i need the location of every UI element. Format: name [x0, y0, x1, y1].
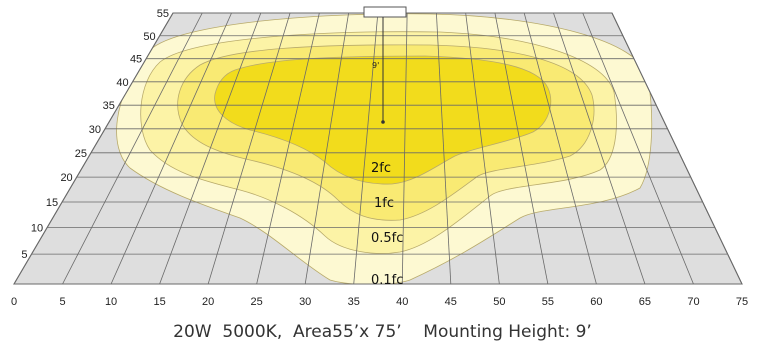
grid-line-x — [110, 13, 232, 284]
floor-outline — [13, 12, 743, 285]
grid-line-x — [436, 13, 452, 284]
grid-line-x — [494, 13, 549, 284]
grid-line-x — [523, 13, 597, 284]
x-tick-label: 0 — [11, 296, 17, 308]
y-tick-label: 35 — [103, 100, 115, 112]
luminaire — [363, 6, 407, 18]
y-tick-label: 40 — [116, 77, 128, 89]
grid-line-x — [582, 13, 694, 284]
y-tick-label: 15 — [46, 197, 58, 209]
grid-line-x — [353, 13, 379, 284]
x-tick-label: 10 — [105, 296, 117, 308]
grid-line-x — [207, 13, 291, 284]
x-tick-label: 25 — [251, 296, 263, 308]
y-tick-label: 20 — [60, 172, 72, 184]
y-tick-label: 45 — [130, 54, 142, 66]
grid-line-x — [62, 13, 203, 284]
x-tick-label: 45 — [445, 296, 457, 308]
contour-label-0.1fc: 0.1fc — [371, 273, 403, 288]
contour-label-0.5fc: 0.5fc — [371, 231, 403, 246]
contour-label-2fc: 2fc — [371, 161, 391, 176]
x-tick-label: 20 — [202, 296, 214, 308]
grid-line-x — [553, 13, 646, 284]
grid-line-x — [159, 13, 262, 284]
y-tick-label: 30 — [89, 124, 101, 136]
x-tick-label: 75 — [736, 296, 748, 308]
y-tick-label: 25 — [75, 148, 87, 160]
x-tick-label: 5 — [59, 296, 65, 308]
y-tick-label: 55 — [157, 8, 169, 20]
grid-line-x — [256, 13, 320, 284]
x-tick-label: 60 — [590, 296, 602, 308]
grid-line-x — [401, 13, 408, 284]
x-axis-ticks: 0 5 10 15 20 25 30 35 40 45 50 55 60 65 70 75 — [11, 296, 748, 308]
y-tick-label: 50 — [143, 31, 155, 43]
y-tick-label: 10 — [31, 223, 43, 235]
x-tick-label: 65 — [639, 296, 651, 308]
x-tick-label: 70 — [687, 296, 699, 308]
mounting-height-marker: 9' — [372, 61, 379, 70]
x-tick-label: 35 — [348, 296, 360, 308]
figure-caption: 20W 5000K, Area55’x 75’ Mounting Height:… — [173, 322, 592, 342]
x-tick-label: 40 — [396, 296, 408, 308]
floor-grid — [14, 13, 742, 284]
grid-line-x — [304, 13, 349, 284]
x-tick-label: 15 — [153, 296, 165, 308]
nadir-point — [381, 120, 385, 124]
y-tick-label: 5 — [21, 249, 27, 261]
x-tick-label: 55 — [542, 296, 554, 308]
x-tick-label: 50 — [493, 296, 505, 308]
grid-line-x — [465, 13, 500, 284]
x-tick-label: 30 — [299, 296, 311, 308]
contour-label-1fc: 1fc — [374, 196, 394, 211]
